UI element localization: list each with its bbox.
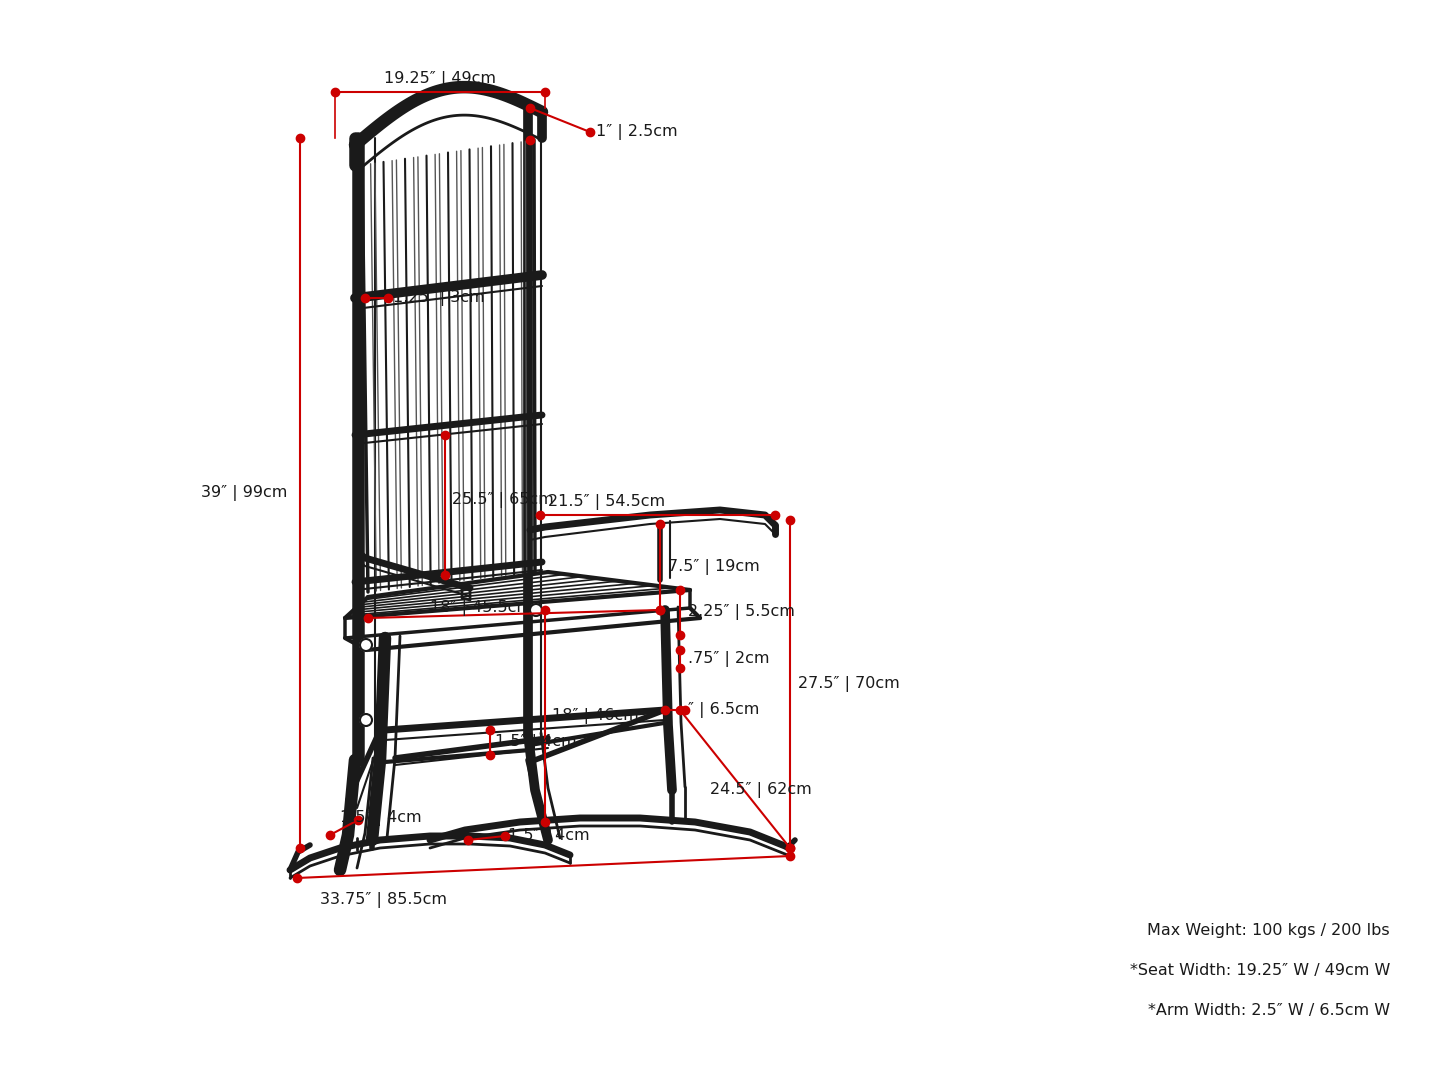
Text: 1.5″ | 4cm: 1.5″ | 4cm — [496, 734, 577, 750]
Text: 2.25″ | 5.5cm: 2.25″ | 5.5cm — [688, 604, 795, 620]
Text: 1″ | 2.5cm: 1″ | 2.5cm — [595, 124, 678, 140]
Text: 7.5″ | 19cm: 7.5″ | 19cm — [668, 559, 760, 575]
Text: *Arm Width: 2.5″ W / 6.5cm W: *Arm Width: 2.5″ W / 6.5cm W — [1147, 1003, 1390, 1018]
Circle shape — [530, 604, 542, 616]
Text: 24.5″ | 62cm: 24.5″ | 62cm — [709, 782, 812, 798]
Circle shape — [360, 638, 371, 651]
Text: 39″ | 99cm: 39″ | 99cm — [201, 485, 288, 501]
Text: 19.25″ | 49cm: 19.25″ | 49cm — [384, 70, 496, 87]
Text: 1.5″ | 4cm: 1.5″ | 4cm — [509, 828, 590, 844]
Text: .75″ | 2cm: .75″ | 2cm — [688, 651, 770, 667]
Text: ″ | 6.5cm: ″ | 6.5cm — [688, 702, 760, 718]
Text: 33.75″ | 85.5cm: 33.75″ | 85.5cm — [319, 892, 447, 908]
Text: 18″ | 45.5cm: 18″ | 45.5cm — [431, 601, 532, 616]
Circle shape — [360, 714, 371, 726]
Text: 21.5″ | 54.5cm: 21.5″ | 54.5cm — [548, 494, 665, 509]
Text: 1.25″ | 3cm: 1.25″ | 3cm — [393, 291, 484, 306]
Text: *Seat Width: 19.25″ W / 49cm W: *Seat Width: 19.25″ W / 49cm W — [1130, 963, 1390, 978]
Text: 27.5″ | 70cm: 27.5″ | 70cm — [798, 676, 900, 692]
Text: 18″ | 46cm: 18″ | 46cm — [552, 708, 639, 724]
Text: 1.5″ | 4cm: 1.5″ | 4cm — [340, 810, 422, 826]
Text: Max Weight: 100 kgs / 200 lbs: Max Weight: 100 kgs / 200 lbs — [1147, 922, 1390, 938]
Text: 25.5″ | 65cm: 25.5″ | 65cm — [452, 492, 553, 508]
